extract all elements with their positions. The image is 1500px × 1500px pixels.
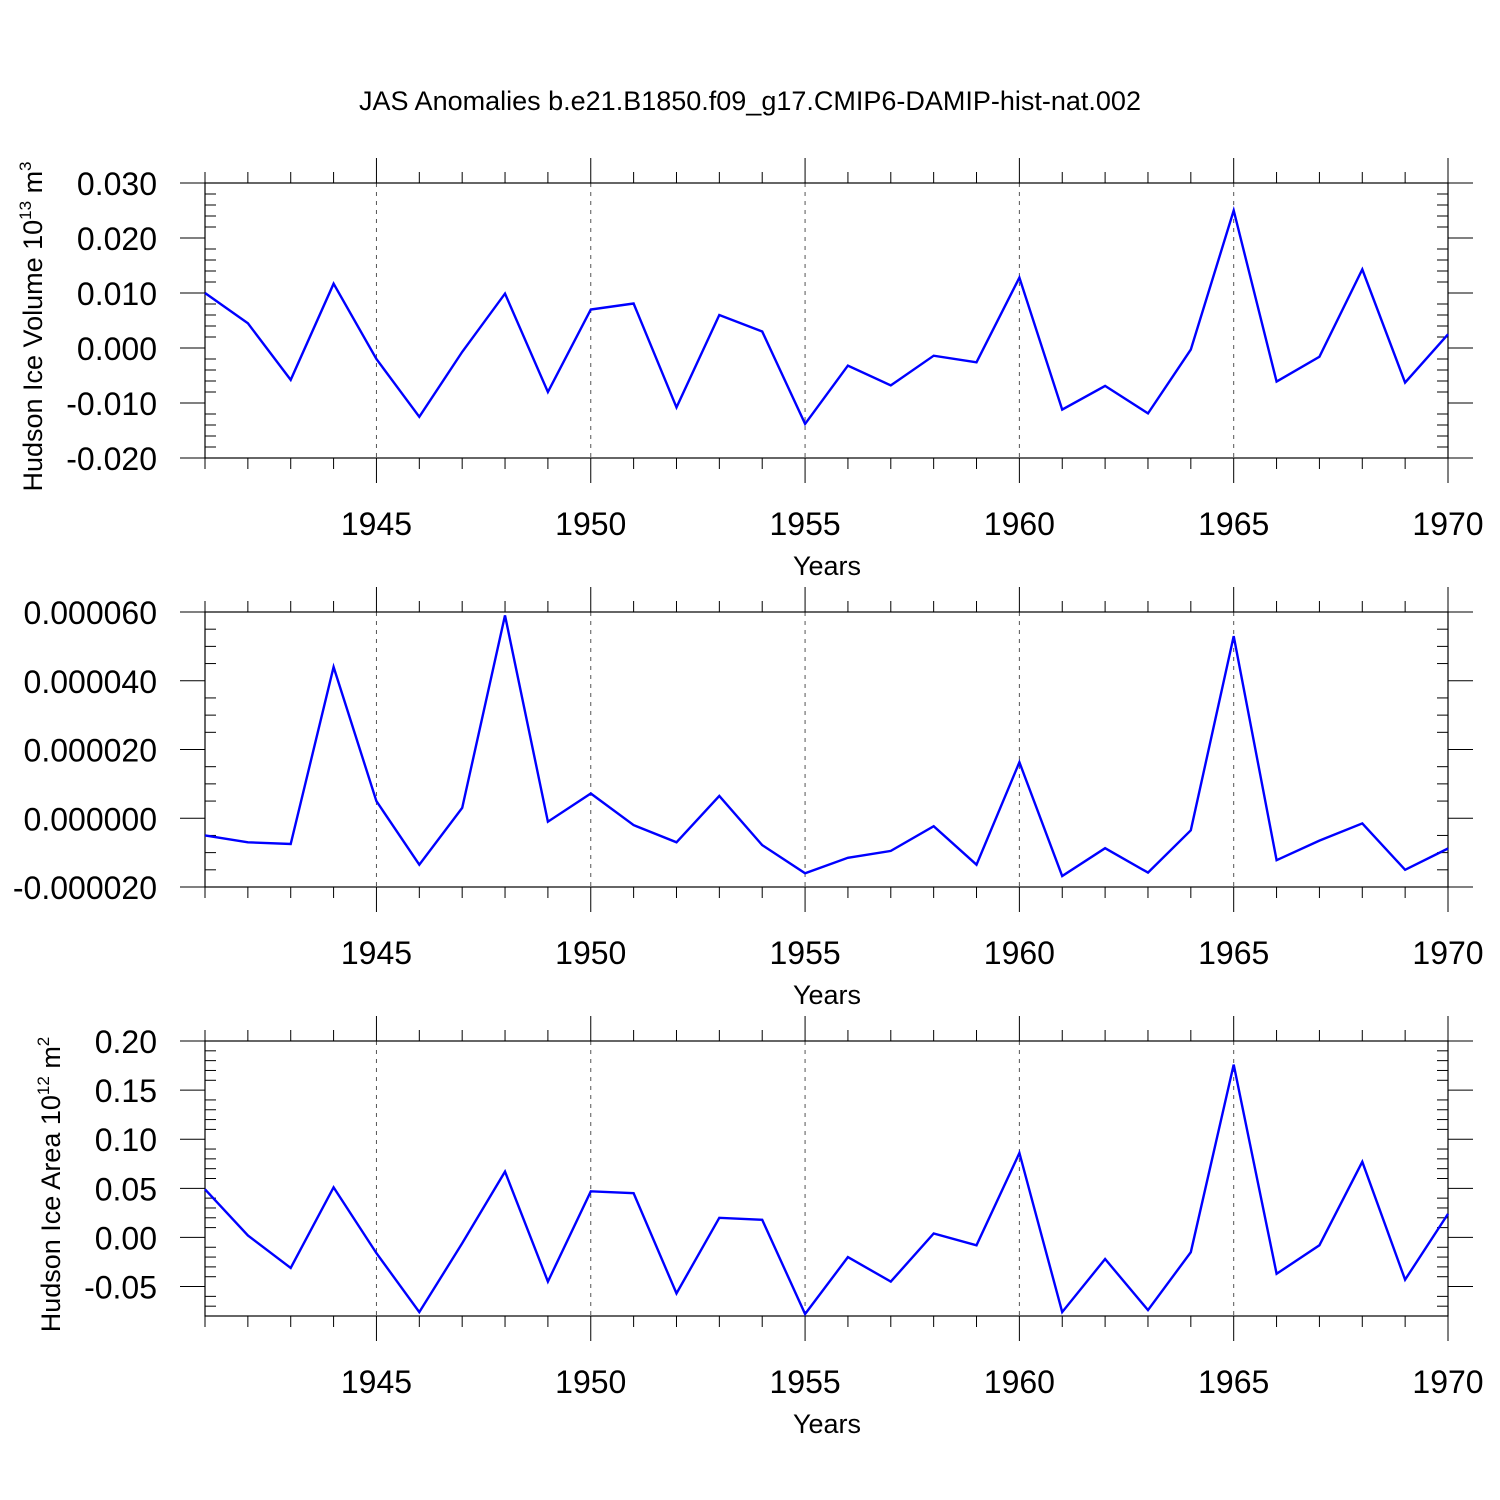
x-tick-label: 1965: [1198, 935, 1269, 971]
y-tick-label: 0.020: [77, 221, 157, 257]
y-tick-label: 0.030: [77, 166, 157, 202]
x-tick-label: 1970: [1412, 935, 1483, 971]
panel-2: -0.000020 0.000000 0.000020 0.000040 0.00006…: [13, 587, 1484, 1010]
y-tick-label: 0.000000: [24, 801, 157, 837]
y-tick-label: 0.15: [95, 1073, 157, 1109]
plot-frame: [204, 182, 1449, 459]
x-tick-label: 1950: [555, 935, 626, 971]
x-tick-label: 1970: [1412, 506, 1483, 542]
y-axis-label: Hudson Ice Area 1012 m2: [34, 1037, 66, 1333]
plot-frame: [204, 611, 1449, 888]
x-tick-label: 1950: [555, 1364, 626, 1400]
y-tick-label: -0.05: [84, 1270, 157, 1306]
panels-group: -0.020 -0.010 0.000 0.010 0.020 0.030 1945 1950…: [13, 158, 1484, 1439]
series-line: [204, 1064, 1450, 1317]
x-tick-label: 1960: [984, 935, 1055, 971]
y-tick-label: 0.00: [95, 1220, 157, 1256]
series-line: [204, 615, 1449, 878]
x-axis-label: Years: [793, 980, 861, 1010]
x-axis-label: Years: [793, 551, 861, 581]
y-axis-label: Hudson Ice Volume 1013 m3: [16, 161, 48, 491]
panel-3: -0.05 0.00 0.05 0.10 0.15 0.20 1945 1950 1955 196…: [34, 1016, 1484, 1439]
chart-title: JAS Anomalies b.e21.B1850.f09_g17.CMIP6-…: [359, 86, 1141, 116]
x-tick-label: 1945: [341, 935, 412, 971]
x-tick-label: 1960: [984, 1364, 1055, 1400]
y-tick-label: 0.010: [77, 276, 157, 312]
y-tick-label: 0.10: [95, 1122, 157, 1158]
x-axis-label: Years: [793, 1409, 861, 1439]
x-tick-label: 1960: [984, 506, 1055, 542]
x-tick-label: 1965: [1198, 1364, 1269, 1400]
y-tick-label: 0.000040: [24, 664, 157, 700]
y-tick-label: 0.20: [95, 1024, 157, 1060]
x-tick-label: 1955: [769, 935, 840, 971]
x-tick-label: 1955: [769, 1364, 840, 1400]
x-tick-label: 1945: [341, 506, 412, 542]
y-tick-label: 0.000060: [24, 595, 157, 631]
y-tick-label: 0.000020: [24, 733, 157, 769]
y-tick-label: -0.020: [66, 441, 157, 477]
y-tick-label: -0.010: [66, 386, 157, 422]
x-tick-label: 1970: [1412, 1364, 1483, 1400]
x-tick-label: 1965: [1198, 506, 1269, 542]
panel-1: -0.020 -0.010 0.000 0.010 0.020 0.030 1945 1950…: [16, 158, 1484, 581]
series-line: [204, 206, 1449, 427]
x-tick-label: 1945: [341, 1364, 412, 1400]
y-tick-label: 0.05: [95, 1171, 157, 1207]
x-tick-label: 1950: [555, 506, 626, 542]
y-tick-label: 0.000: [77, 331, 157, 367]
x-tick-label: 1955: [769, 506, 840, 542]
y-tick-label: -0.000020: [13, 870, 157, 906]
